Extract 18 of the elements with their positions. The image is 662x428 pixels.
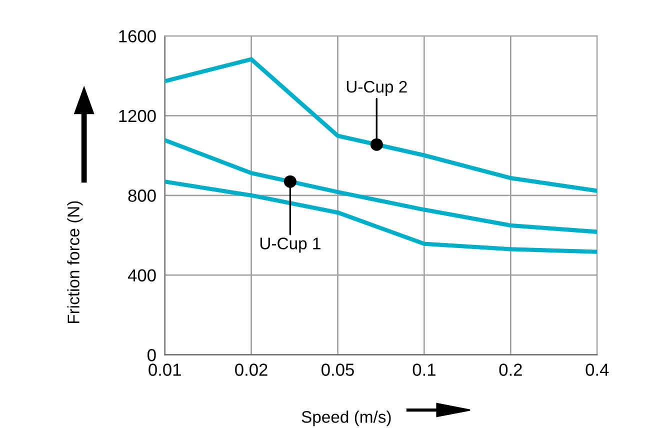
- y-tick-label: 800: [128, 190, 156, 202]
- line-series: [164, 57, 598, 193]
- y-tick-label: 1600: [119, 30, 156, 42]
- line-series: [164, 180, 598, 254]
- y-axis-title: Friction force (N): [67, 201, 83, 324]
- line-series: [164, 138, 598, 234]
- x-tick-label: 0.4: [586, 364, 609, 376]
- y-tick-label: 0: [148, 348, 156, 362]
- y-tick-label: 400: [128, 269, 156, 282]
- x-axis-title: Speed (m/s): [302, 410, 391, 426]
- text: U-Cup 2: [346, 80, 407, 96]
- x-tick-label: 0.2: [499, 364, 522, 376]
- x-tick-label: 0.05: [322, 364, 354, 376]
- x-tick-label: 0.1: [412, 364, 436, 376]
- text: U-Cup 1: [260, 238, 320, 253]
- y-tick-label: 1200: [119, 110, 156, 122]
- x-tick-label: 0.02: [235, 364, 268, 376]
- x-tick-label: 0.01: [148, 364, 181, 376]
